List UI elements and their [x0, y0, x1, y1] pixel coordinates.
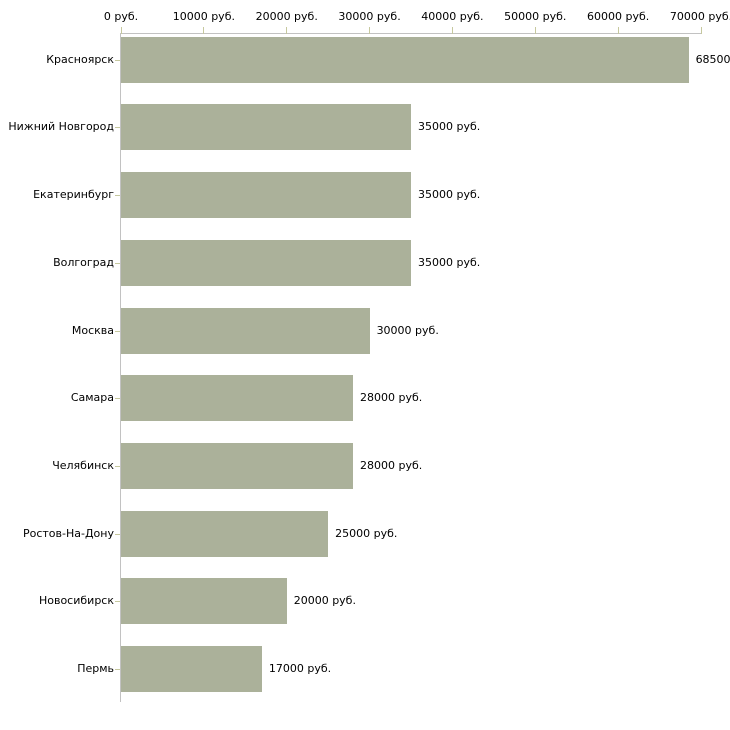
bar [121, 578, 287, 625]
x-axis-line [121, 33, 702, 34]
category-label: Екатеринбург [33, 188, 114, 202]
bar [121, 646, 262, 692]
bar [121, 307, 370, 354]
category-label: Волгоград [53, 255, 114, 269]
value-label: 28000 руб. [360, 391, 423, 405]
category-label: Пермь [77, 662, 114, 675]
x-axis-tick [369, 27, 370, 34]
category-tick [115, 601, 120, 602]
bar [121, 36, 689, 83]
category-tick [115, 331, 120, 332]
bar [121, 442, 353, 489]
x-axis-tick [121, 27, 122, 34]
category-label: Самара [70, 391, 114, 405]
x-axis-tick-label: 60000 руб. [587, 10, 650, 23]
category-label: Красноярск [46, 52, 114, 66]
bar [121, 239, 411, 286]
x-axis-tick-label: 0 руб. [103, 10, 139, 23]
x-axis-tick-label: 40000 руб. [421, 10, 484, 23]
category-tick [115, 398, 120, 399]
category-tick [115, 263, 120, 264]
x-axis-tick-label: 50000 руб. [504, 10, 567, 23]
x-axis-tick-label: 20000 руб. [255, 10, 318, 23]
bar [121, 375, 353, 422]
value-label: 30000 руб. [376, 323, 439, 337]
bar [121, 172, 411, 219]
bar [121, 510, 329, 557]
category-tick [115, 127, 120, 128]
value-label: 35000 руб. [418, 120, 481, 134]
y-axis-line [120, 33, 121, 702]
bar [121, 104, 411, 151]
category-label: Челябинск [52, 458, 114, 472]
category-tick [115, 669, 120, 670]
category-label: Новосибирск [38, 594, 114, 608]
x-axis-tick-label: 10000 руб. [172, 10, 235, 23]
category-label: Москва [71, 323, 114, 337]
value-label: 20000 руб. [293, 594, 356, 608]
x-axis-tick [701, 27, 702, 34]
x-axis-tick-label: 70000 руб. [669, 10, 730, 23]
x-axis-tick [452, 27, 453, 34]
x-axis-tick [618, 27, 619, 34]
value-label: 35000 руб. [418, 255, 481, 269]
x-axis-tick [535, 27, 536, 34]
value-label: 17000 руб. [268, 662, 332, 675]
value-label: 25000 руб. [335, 526, 398, 540]
x-axis-tick-label: 30000 руб. [338, 10, 401, 23]
value-label: 68500 [695, 52, 730, 66]
category-tick [115, 534, 120, 535]
category-tick [115, 466, 120, 467]
category-tick [115, 60, 120, 61]
x-axis-tick [286, 27, 287, 34]
category-label: Ростов-На-Дону [22, 526, 114, 540]
x-axis-tick [203, 27, 204, 34]
value-label: 35000 руб. [418, 188, 481, 202]
value-label: 28000 руб. [360, 458, 423, 472]
category-label: Нижний Новгород [8, 120, 114, 134]
category-tick [115, 195, 120, 196]
